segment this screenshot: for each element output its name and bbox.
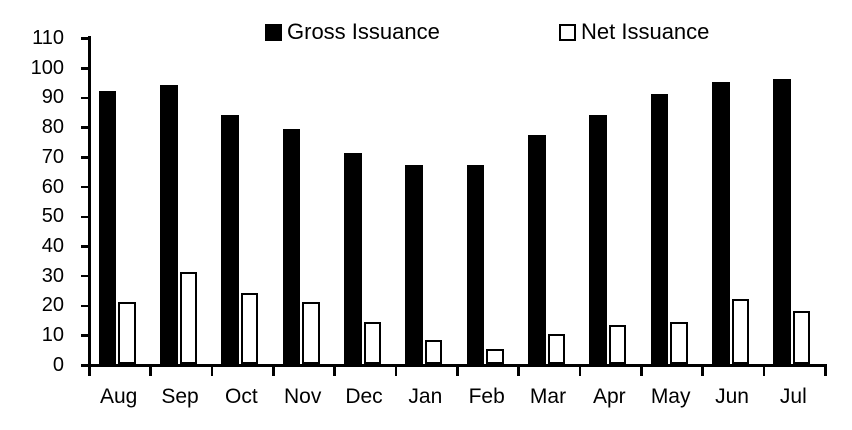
y-axis-tick-label: 70 bbox=[41, 145, 64, 168]
y-axis-tick bbox=[80, 156, 88, 159]
gross-issuance-bar bbox=[221, 114, 239, 364]
x-category-label: Aug bbox=[99, 385, 138, 408]
gross-issuance-bar bbox=[160, 84, 178, 364]
y-axis-tick-label: 0 bbox=[52, 353, 64, 376]
x-category-label: Jul bbox=[779, 385, 807, 408]
x-category-label: Jan bbox=[408, 385, 443, 408]
x-axis-tick bbox=[333, 364, 336, 376]
legend-item-net-issuance: Net Issuance bbox=[559, 21, 709, 43]
x-category-label: Dec bbox=[345, 385, 383, 408]
x-axis-tick bbox=[210, 364, 214, 376]
y-axis-tick-label: 20 bbox=[41, 294, 64, 317]
net-issuance-bar bbox=[547, 334, 565, 364]
net-issuance-bar bbox=[118, 301, 136, 364]
net-issuance-swatch-icon bbox=[559, 23, 576, 41]
x-axis-tick bbox=[517, 364, 520, 376]
gross-issuance-bar bbox=[589, 114, 607, 364]
y-axis-tick bbox=[80, 364, 88, 367]
gross-issuance-bar bbox=[282, 129, 301, 364]
legend-label-gross-issuance: Gross Issuance bbox=[287, 19, 440, 44]
gross-issuance-bar bbox=[466, 165, 485, 364]
y-axis-tick-label: 100 bbox=[30, 56, 64, 79]
y-axis-tick-label: 50 bbox=[41, 205, 64, 228]
y-axis-tick-label: 110 bbox=[32, 27, 64, 50]
x-category-label: Apr bbox=[592, 385, 626, 408]
x-category-label: Feb bbox=[468, 385, 505, 408]
y-axis-tick bbox=[80, 37, 88, 40]
gross-issuance-swatch-icon bbox=[265, 23, 282, 41]
legend-label-net-issuance: Net Issuance bbox=[581, 19, 710, 44]
y-axis-tick-label: 80 bbox=[41, 116, 64, 139]
x-axis-tick bbox=[394, 364, 398, 376]
net-issuance-bar bbox=[424, 340, 443, 364]
x-category-label: Nov bbox=[283, 385, 322, 408]
x-category-label: Jun bbox=[715, 385, 749, 408]
net-issuance-bar bbox=[731, 298, 749, 364]
gross-issuance-bar bbox=[98, 90, 117, 364]
y-axis-tick bbox=[80, 304, 88, 308]
x-category-label: Sep bbox=[161, 385, 199, 408]
y-axis-tick-label: 10 bbox=[41, 324, 64, 347]
gross-issuance-bar bbox=[773, 78, 791, 364]
x-category-label: May bbox=[650, 385, 691, 408]
net-issuance-bar bbox=[302, 301, 320, 364]
y-axis-tick bbox=[80, 215, 88, 218]
gross-issuance-bar bbox=[712, 81, 730, 364]
x-axis-tick bbox=[578, 364, 582, 376]
x-axis-tick bbox=[456, 364, 459, 376]
x-axis-tick bbox=[762, 364, 766, 376]
gross-issuance-bar bbox=[344, 153, 362, 364]
y-axis-tick bbox=[80, 126, 88, 129]
x-axis-tick bbox=[272, 364, 275, 376]
net-issuance-bar bbox=[792, 310, 811, 364]
y-axis-tick-label: 30 bbox=[41, 264, 64, 287]
net-issuance-bar bbox=[486, 349, 504, 364]
x-axis-tick bbox=[824, 364, 827, 376]
y-axis-tick-label: 40 bbox=[41, 234, 64, 257]
net-issuance-bar bbox=[670, 322, 688, 364]
legend-item-gross-issuance: Gross Issuance bbox=[265, 21, 440, 43]
gross-issuance-bar bbox=[650, 93, 669, 364]
x-axis-tick bbox=[88, 364, 91, 376]
y-axis-tick bbox=[80, 185, 88, 189]
y-axis-tick bbox=[80, 96, 88, 100]
y-axis-tick-label: 60 bbox=[41, 175, 64, 198]
y-axis-line bbox=[88, 36, 91, 367]
y-axis-tick bbox=[80, 67, 88, 70]
x-category-label: Oct bbox=[224, 385, 258, 408]
x-axis-tick bbox=[149, 364, 152, 376]
x-axis-tick bbox=[701, 364, 704, 376]
net-issuance-bar bbox=[363, 322, 381, 364]
y-axis-tick bbox=[80, 334, 88, 337]
net-issuance-bar bbox=[240, 292, 259, 364]
net-issuance-bar bbox=[608, 325, 627, 364]
y-axis-tick bbox=[80, 245, 88, 248]
x-axis-tick bbox=[640, 364, 643, 376]
y-axis-tick bbox=[80, 274, 88, 278]
x-category-label: Mar bbox=[529, 385, 567, 408]
gross-issuance-bar bbox=[405, 165, 423, 364]
gross-issuance-bar bbox=[528, 135, 546, 364]
y-axis-tick-label: 90 bbox=[41, 86, 64, 109]
net-issuance-bar bbox=[179, 271, 197, 364]
